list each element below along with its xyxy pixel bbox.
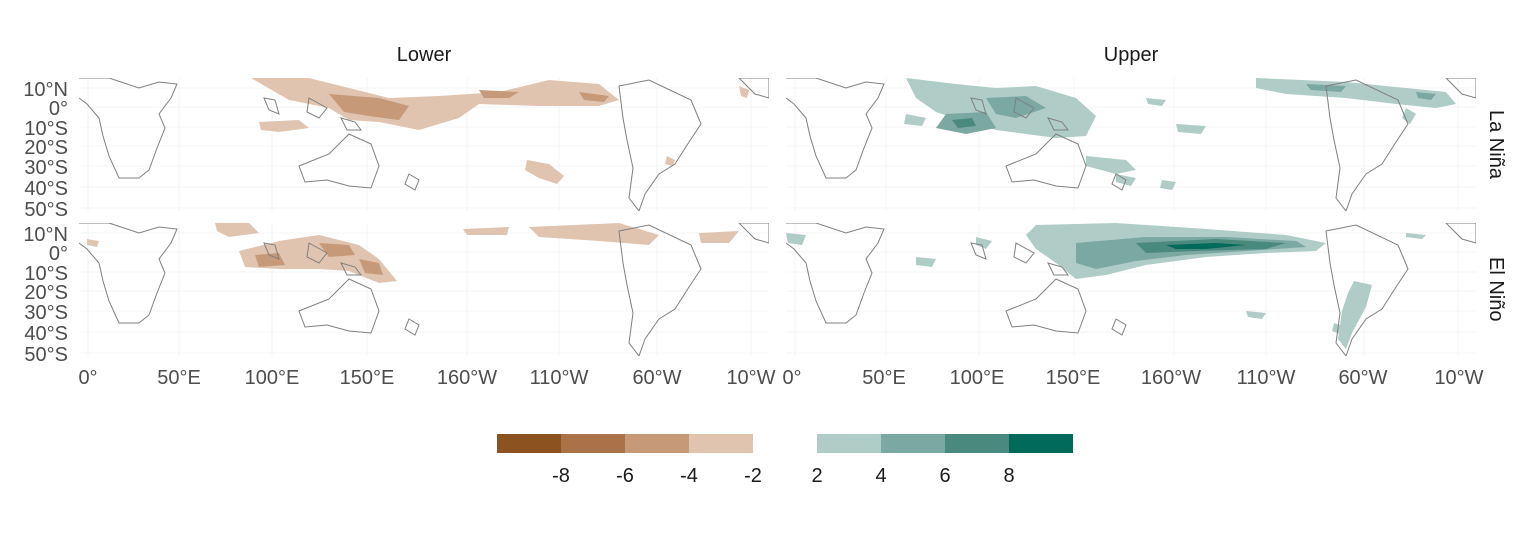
legend-label: -6 bbox=[616, 465, 634, 487]
lon-label: 110°W bbox=[529, 367, 589, 389]
lon-label: 100°E bbox=[244, 367, 300, 389]
coastlines bbox=[79, 223, 769, 356]
legend-label: -2 bbox=[744, 465, 762, 487]
lat-label: 50°S bbox=[24, 344, 68, 366]
coastlines bbox=[79, 78, 769, 211]
lat-label: 30°S bbox=[24, 302, 68, 324]
legend-swatch-neg-8 bbox=[497, 434, 561, 453]
lon-label: 10°W bbox=[1434, 367, 1484, 389]
lat-label: 0° bbox=[48, 243, 68, 265]
legend-swatch-pos-6 bbox=[945, 434, 1009, 453]
row-title-el-nino: El Niño bbox=[1485, 257, 1507, 322]
map-upper-la-nina bbox=[786, 78, 1476, 211]
column-title-upper: Upper bbox=[1103, 44, 1159, 66]
lon-label: 150°E bbox=[339, 367, 395, 389]
lat-label: 40°S bbox=[24, 178, 68, 200]
legend-swatch-pos-8 bbox=[1009, 434, 1073, 453]
map-panel-upper-el-nino bbox=[786, 223, 1476, 356]
lat-label: 10°S bbox=[24, 263, 68, 285]
anomaly-contours bbox=[251, 78, 749, 184]
lon-label: 50°E bbox=[862, 367, 906, 389]
map-panel-lower-el-nino bbox=[79, 223, 769, 356]
lat-label: 20°S bbox=[24, 282, 68, 304]
lat-label: 10°S bbox=[24, 118, 68, 140]
lat-label: 40°S bbox=[24, 323, 68, 345]
lon-label: 0° bbox=[78, 367, 98, 389]
lon-label: 110°W bbox=[1236, 367, 1296, 389]
legend-label: -4 bbox=[680, 465, 698, 487]
lat-label: 50°S bbox=[24, 199, 68, 221]
map-lower-el-nino bbox=[79, 223, 769, 356]
legend-swatch-neg-2 bbox=[689, 434, 753, 453]
anomaly-contours bbox=[904, 78, 1456, 190]
lat-label: 10°N bbox=[23, 79, 68, 101]
lon-label: 0° bbox=[782, 367, 802, 389]
lat-label: 10°N bbox=[23, 224, 68, 246]
legend-label: -8 bbox=[552, 465, 570, 487]
legend-label: 4 bbox=[875, 465, 887, 487]
row-title-la-nina: La Niña bbox=[1485, 110, 1507, 179]
lon-label: 10°W bbox=[726, 367, 776, 389]
map-upper-el-nino bbox=[786, 223, 1476, 356]
legend-label: 8 bbox=[1003, 465, 1015, 487]
coastlines bbox=[786, 78, 1476, 211]
legend-swatch-neg-4 bbox=[625, 434, 689, 453]
column-title-lower: Lower bbox=[396, 44, 452, 66]
anomaly-contours bbox=[87, 223, 739, 283]
legend-label: 6 bbox=[939, 465, 951, 487]
map-panel-lower-la-nina bbox=[79, 78, 769, 211]
lon-label: 160°W bbox=[1140, 367, 1202, 389]
lat-label: 0° bbox=[48, 98, 68, 120]
lon-label: 100°E bbox=[949, 367, 1005, 389]
legend-swatch-neg-6 bbox=[561, 434, 625, 453]
lon-label: 160°W bbox=[436, 367, 498, 389]
lat-label: 20°S bbox=[24, 137, 68, 159]
legend-swatch-pos-2 bbox=[817, 434, 881, 453]
legend-swatch-pos-4 bbox=[881, 434, 945, 453]
legend-label: 2 bbox=[811, 465, 823, 487]
lon-label: 60°W bbox=[632, 367, 682, 389]
lon-label: 50°E bbox=[157, 367, 201, 389]
lon-label: 150°E bbox=[1045, 367, 1101, 389]
lat-label: 30°S bbox=[24, 157, 68, 179]
map-panel-upper-la-nina bbox=[786, 78, 1476, 211]
map-lower-la-nina bbox=[79, 78, 769, 211]
lon-label: 60°W bbox=[1338, 367, 1388, 389]
anomaly-contours bbox=[786, 223, 1426, 349]
coastlines bbox=[786, 223, 1476, 356]
